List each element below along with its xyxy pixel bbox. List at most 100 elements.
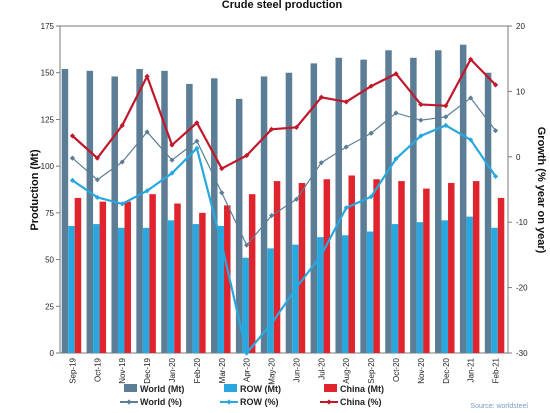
point (443, 122, 449, 129)
point (468, 95, 474, 101)
bar (111, 76, 118, 354)
point (69, 155, 76, 161)
bar (416, 222, 424, 353)
x-tick-label: Oct-19 (93, 357, 102, 382)
bar (199, 212, 206, 353)
x-tick-label: Jun-20 (292, 357, 301, 382)
series-line (72, 97, 497, 247)
point (393, 71, 399, 77)
bar (317, 237, 324, 353)
bar (174, 203, 181, 353)
legend-marker (326, 399, 332, 405)
point (318, 160, 324, 166)
bar (117, 227, 125, 353)
plot-area (59, 25, 509, 354)
bar (435, 50, 442, 353)
point (343, 205, 349, 211)
legend-swatch (124, 384, 137, 392)
y2-axis-title: Growth (% year on year) (535, 127, 547, 254)
point (244, 152, 250, 159)
bar (235, 98, 243, 353)
y-tick-label: 75 (45, 209, 54, 218)
x-tick-label: Aug-20 (342, 357, 351, 383)
point (94, 177, 100, 183)
point (94, 155, 100, 161)
point (94, 194, 100, 200)
bar (93, 224, 100, 353)
x-tick-label: Jul-20 (317, 357, 326, 379)
y2-tick-label: -10 (516, 218, 528, 227)
bars (61, 44, 505, 354)
x-tick-label: Mar-20 (218, 357, 227, 383)
bar (86, 70, 94, 354)
bar (292, 244, 299, 353)
point (169, 142, 175, 148)
x-tick-label: Sep-20 (367, 357, 376, 383)
point (492, 173, 499, 180)
source-note: Source: worldsteel (470, 403, 528, 410)
point (268, 126, 275, 132)
legend-swatch (224, 384, 237, 392)
x-tick-label: Jan-20 (168, 357, 177, 382)
legend-label: China (%) (340, 397, 382, 407)
point (443, 114, 449, 120)
bar (448, 182, 455, 353)
bar (348, 175, 355, 353)
x-tick-label: Feb-20 (193, 357, 202, 383)
point (418, 101, 424, 108)
point (368, 130, 374, 136)
point (194, 138, 200, 144)
point (293, 196, 300, 202)
point (169, 170, 175, 176)
point (169, 157, 175, 163)
point (219, 165, 225, 172)
y-tick-label: 125 (41, 115, 55, 124)
point (69, 133, 76, 139)
y2-tick-label: 20 (516, 22, 525, 31)
x-tick-label: Nov-20 (417, 357, 426, 383)
bar (335, 57, 342, 353)
x-tick-label: May-20 (268, 357, 277, 384)
point (343, 144, 349, 150)
legend: World (Mt) ROW (Mt) China (Mt) World (%) ROW… (120, 384, 384, 407)
y2-tick-label: -30 (516, 349, 528, 358)
series-line (71, 124, 497, 356)
point (268, 213, 275, 219)
point (144, 188, 150, 194)
y-tick-label: 100 (41, 162, 55, 171)
x-tick-label: Apr-20 (243, 357, 252, 382)
point (244, 242, 250, 248)
bar (99, 201, 107, 353)
point (293, 124, 300, 130)
y-tick-label: 175 (41, 22, 55, 31)
bar (267, 248, 274, 353)
point (318, 94, 324, 100)
bar (366, 231, 374, 353)
point (468, 56, 474, 62)
point (244, 350, 250, 356)
x-tick-label: Sep-19 (68, 357, 77, 383)
point (368, 83, 374, 89)
point (69, 177, 76, 183)
point (293, 285, 300, 291)
bar (124, 201, 131, 353)
lines (69, 56, 499, 356)
legend-marker (226, 399, 232, 405)
bar (61, 68, 69, 353)
legend-swatch (324, 384, 337, 392)
point (219, 241, 225, 248)
bar (142, 227, 150, 353)
bar (497, 197, 505, 353)
legend-label: China (Mt) (340, 384, 384, 394)
point (219, 190, 225, 196)
point (194, 145, 200, 151)
point (492, 82, 499, 88)
bar (373, 179, 380, 353)
point (119, 122, 125, 129)
bar (323, 179, 331, 353)
legend-label: World (Mt) (140, 384, 184, 394)
point (418, 133, 424, 139)
bar (298, 182, 306, 353)
bar (472, 181, 480, 353)
